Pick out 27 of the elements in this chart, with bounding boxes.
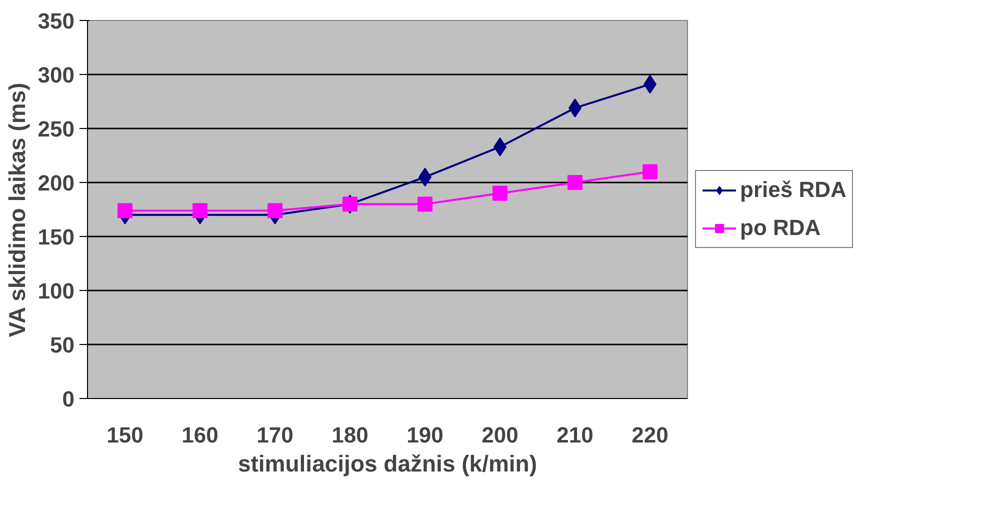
x-tick-label: 190 [406,422,444,448]
x-tick-label: 170 [256,422,294,448]
point [568,175,582,190]
point [492,186,508,201]
x-tick-label: 150 [106,422,144,448]
y-tick-label: 50 [50,332,75,358]
point [118,203,132,218]
y-axis-title: VA sklidimo laikas (ms) [4,82,30,338]
y-tick-label: 0 [62,386,75,412]
y-tick-label: 200 [38,170,75,196]
point [268,203,282,218]
x-tick-label: 160 [182,422,218,448]
x-tick-label: 210 [556,422,594,448]
point [192,203,208,218]
y-tick-label: 350 [38,8,75,34]
legend-label: prieš RDA [740,177,846,203]
x-tick-label: 200 [482,422,518,448]
legend-label: po RDA [740,215,821,241]
y-tick-label: 250 [38,116,75,142]
x-tick-label: 180 [332,422,368,448]
point [642,164,658,180]
x-tick-label: 220 [632,422,668,448]
y-tick-label: 150 [38,224,75,250]
x-axis-title: stimuliacijos dažnis (k/min) [238,450,538,476]
y-tick-label: 300 [38,62,75,88]
y-tick-label: 100 [38,278,75,304]
point [418,196,432,212]
